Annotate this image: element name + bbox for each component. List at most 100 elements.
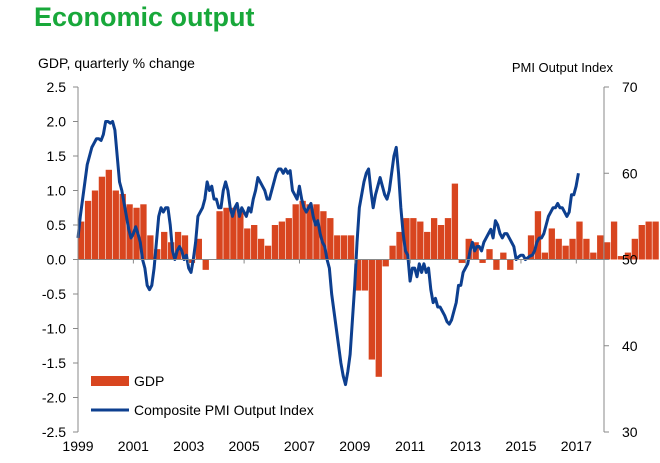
gdp-bar — [500, 252, 507, 260]
gdp-bar — [430, 218, 438, 260]
gdp-bar — [541, 252, 549, 260]
gdp-bar — [181, 235, 189, 260]
gdp-bar — [389, 245, 396, 260]
gdp-bar — [645, 221, 652, 260]
gdp-bar — [375, 259, 382, 377]
gdp-bar — [257, 238, 265, 260]
gdp-bar — [437, 225, 445, 260]
left-tick-label: -1.5 — [42, 355, 66, 371]
gdp-bar — [465, 238, 472, 260]
gdp-bar — [604, 242, 611, 260]
gdp-bar — [313, 204, 320, 260]
right-tick-label: 70 — [622, 79, 638, 95]
gdp-bar — [306, 204, 313, 260]
gdp-bar — [195, 238, 202, 260]
gdp-bar — [610, 221, 618, 260]
left-tick-label: -0.5 — [42, 286, 66, 302]
gdp-bar — [347, 235, 355, 260]
gdp-bar — [299, 200, 306, 260]
gdp-bar — [486, 249, 493, 260]
left-tick-label: -1.0 — [42, 321, 66, 337]
left-tick-label: 1.5 — [47, 148, 67, 164]
gdp-bar — [361, 259, 369, 291]
gdp-bar — [562, 245, 569, 260]
x-tick-label: 2003 — [173, 438, 204, 454]
legend: GDP Composite PMI Output Index — [91, 373, 314, 418]
gdp-bar — [223, 207, 230, 260]
left-tick-label: 0.0 — [47, 252, 67, 268]
gdp-bar — [555, 238, 562, 260]
gdp-bar — [98, 176, 106, 260]
gdp-bar — [147, 235, 154, 260]
axes: 2.5 2.0 1.5 1.0 0.5 0.0 -0.5 -1.0 -1.5 -2.0 -2.5 70… — [42, 79, 638, 454]
gdp-bar — [534, 211, 542, 260]
gdp-bar — [341, 235, 348, 260]
x-tick-label: 2011 — [395, 438, 425, 454]
gdp-bar — [327, 218, 334, 260]
gdp-bar — [624, 252, 632, 260]
gdp-bar — [631, 238, 638, 260]
gdp-bar — [105, 169, 112, 260]
gdp-bar — [264, 245, 272, 260]
gdp-bar — [161, 231, 168, 260]
gdp-bar — [479, 259, 486, 263]
right-tick-label: 60 — [622, 165, 638, 181]
gdp-bar — [285, 218, 292, 260]
left-tick-label: -2.5 — [42, 424, 66, 440]
gdp-bar — [271, 225, 279, 260]
gdp-bar — [424, 231, 431, 260]
gdp-bar — [569, 238, 576, 260]
gdp-bar — [237, 211, 244, 260]
chart-title: Economic output — [34, 2, 255, 32]
gdp-bar — [638, 225, 645, 260]
left-tick-label: -2.0 — [42, 390, 66, 406]
left-tick-label: 0.5 — [47, 217, 67, 233]
gdp-bar — [417, 221, 424, 260]
x-tick-label: 2005 — [229, 438, 260, 454]
legend-pmi-label: Composite PMI Output Index — [134, 402, 314, 418]
right-tick-label: 30 — [622, 424, 638, 440]
gdp-bar — [597, 235, 604, 260]
x-tick-label: 2009 — [339, 438, 370, 454]
gdp-bar — [403, 218, 410, 260]
gdp-bar — [140, 204, 147, 260]
gdp-bar — [119, 193, 126, 260]
left-axis-title: GDP, quarterly % change — [38, 55, 195, 71]
gdp-bar — [230, 207, 237, 260]
gdp-bar — [396, 231, 403, 260]
gdp-bar — [368, 259, 375, 360]
gdp-bar — [202, 259, 209, 270]
gdp-bar — [410, 218, 417, 260]
x-tick-label: 2001 — [118, 438, 149, 454]
left-tick-label: 1.0 — [47, 183, 67, 199]
left-tick-label: 2.5 — [47, 79, 67, 95]
gdp-bar — [251, 225, 258, 260]
gdp-bar — [278, 221, 286, 260]
gdp-bar — [590, 252, 597, 260]
gdp-bar — [652, 221, 659, 260]
gdp-bar — [91, 190, 99, 260]
gdp-bar — [174, 231, 182, 260]
x-tick-label: 2017 — [561, 438, 592, 454]
gdp-bar — [244, 228, 251, 260]
right-tick-label: 40 — [622, 338, 638, 354]
gdp-bar — [507, 259, 514, 270]
gdp-bar — [320, 211, 327, 260]
gdp-bar — [382, 259, 389, 267]
gdp-bar — [112, 190, 119, 260]
gdp-bar — [451, 183, 459, 260]
gdp-bar — [334, 235, 341, 260]
gdp-bar — [354, 259, 362, 291]
gdp-bar — [444, 218, 452, 260]
gdp-bars — [78, 169, 659, 377]
right-axis-title: PMI Output Index — [512, 60, 614, 75]
gdp-bar — [458, 259, 465, 263]
gdp-bar — [78, 221, 85, 260]
gdp-bar — [548, 228, 555, 260]
left-tick-label: 2.0 — [47, 114, 67, 130]
x-tick-label: 2015 — [505, 438, 536, 454]
gdp-bar — [617, 256, 625, 260]
gdp-bar — [583, 238, 590, 260]
x-tick-label: 2007 — [284, 438, 315, 454]
